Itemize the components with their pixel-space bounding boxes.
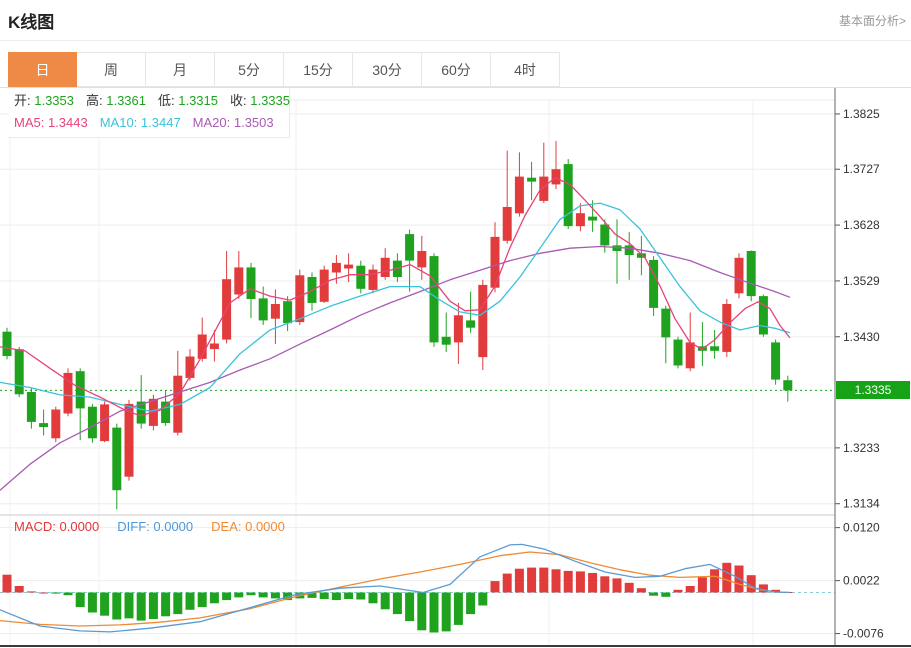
y-axis-tick-label: 1.3134 xyxy=(843,497,880,511)
y-axis-tick-label: 1.3628 xyxy=(843,218,880,232)
ma-legend-row: MA5: 1.3443 MA10: 1.3447 MA20: 1.3503 xyxy=(14,112,289,134)
kline-chart-canvas[interactable]: 1.3825 1.3727 1.3628 1.3529 1.3430 1.3233 1.31… xyxy=(0,88,911,648)
tab-周[interactable]: 周 xyxy=(77,52,146,87)
legend-item: 收: 1.3335 xyxy=(230,93,290,108)
y-axis-tick-label: 1.3529 xyxy=(843,274,880,288)
y-axis-tick-label: 1.3233 xyxy=(843,441,880,455)
tab-5分[interactable]: 5分 xyxy=(215,52,284,87)
macd-axis-tick-label: -0.0076 xyxy=(843,627,884,641)
page-header: K线图 基本面分析> xyxy=(0,0,911,41)
ohlc-row: 开: 1.3353 高: 1.3361 低: 1.3315 收: 1.3335 xyxy=(14,90,290,112)
legend-item: DIFF: 0.0000 xyxy=(117,519,194,534)
tab-日[interactable]: 日 xyxy=(8,52,77,87)
period-tabbar: 日周月 5分 15分 30分 60分 4时 xyxy=(0,52,911,88)
legend-item: 高: 1.3361 xyxy=(86,93,146,108)
legend-item: 开: 1.3353 xyxy=(14,93,74,108)
legend-item: DEA: 0.0000 xyxy=(211,519,285,534)
tab-月[interactable]: 月 xyxy=(146,52,215,87)
legend-item: 低: 1.3315 xyxy=(158,93,218,108)
y-axis-tick-label: 1.3430 xyxy=(843,330,880,344)
y-axis-tick-label: 1.3825 xyxy=(843,107,880,121)
legend-item: MACD: 0.0000 xyxy=(14,519,100,534)
tab-4时[interactable]: 4时 xyxy=(491,52,560,87)
tab-30分[interactable]: 30分 xyxy=(353,52,422,87)
ohlc-info-box: 开: 1.3353 高: 1.3361 低: 1.3315 收: 1.3335 MA5… xyxy=(8,88,290,138)
page-title: K线图 xyxy=(8,13,55,32)
tab-15分[interactable]: 15分 xyxy=(284,52,353,87)
chart-area: 1.3825 1.3727 1.3628 1.3529 1.3430 1.3233 1.31… xyxy=(0,88,911,648)
macd-legend-row: MACD: 0.0000 DIFF: 0.0000 DEA: 0.0000 xyxy=(14,519,303,534)
current-price-badge: 1.3335 xyxy=(836,381,910,399)
fundamental-analysis-link[interactable]: 基本面分析> xyxy=(838,14,906,28)
legend-item: MA20: 1.3503 xyxy=(192,115,274,130)
macd-axis-tick-label: 0.0120 xyxy=(843,521,880,535)
tab-60分[interactable]: 60分 xyxy=(422,52,491,87)
legend-item: MA10: 1.3447 xyxy=(99,115,181,130)
period-tabs: 日周月 5分 15分 30分 60分 4时 xyxy=(8,52,560,87)
legend-item: MA5: 1.3443 xyxy=(14,115,88,130)
y-axis-tick-label: 1.3727 xyxy=(843,162,880,176)
macd-axis-tick-label: 0.0022 xyxy=(843,574,880,588)
